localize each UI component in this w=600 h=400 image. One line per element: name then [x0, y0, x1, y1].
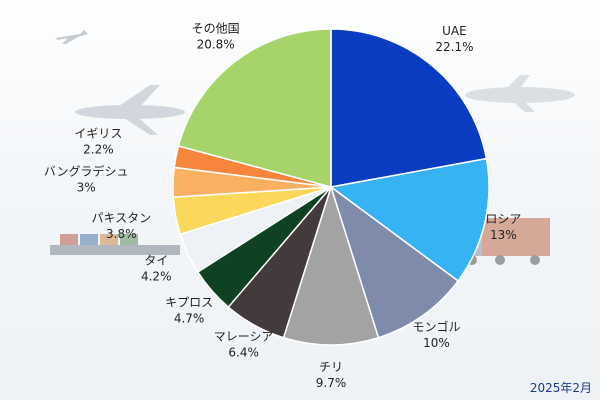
airplane-icon — [55, 30, 88, 44]
slice-label: ロシア 13% — [485, 212, 521, 242]
slice-label: その他国 20.8% — [192, 22, 240, 52]
pie-slice — [329, 185, 460, 339]
slice-label: UAE 22.1% — [435, 24, 473, 54]
slice-value-label: 20.8% — [197, 38, 235, 52]
slice-label: タイ 4.2% — [141, 253, 172, 283]
slice-value-label: 3.8% — [106, 227, 137, 241]
slice-category-label: ロシア — [485, 212, 521, 226]
pie-slices — [172, 28, 490, 346]
slice-category-label: イギリス — [74, 126, 122, 140]
slice-value-label: 3% — [77, 181, 96, 195]
airplane-icon — [465, 75, 575, 112]
slice-category-label: その他国 — [192, 22, 240, 36]
slice-category-label: バングラデシュ — [44, 164, 129, 179]
slice-category-label: マレーシア — [214, 330, 274, 344]
slice-category-label: タイ — [144, 253, 168, 267]
slice-category-label: チリ — [319, 360, 343, 374]
slice-value-label: 4.7% — [174, 311, 205, 325]
pie-slice — [330, 28, 488, 188]
slice-label: マレーシア 6.4% — [214, 330, 274, 360]
slice-category-label: キプロス — [165, 295, 213, 309]
slice-value-label: 22.1% — [435, 40, 473, 54]
slice-label: モンゴル 10% — [412, 319, 460, 350]
slice-value-label: 2.2% — [83, 142, 114, 156]
slice-label: キプロス 4.7% — [165, 295, 213, 325]
slice-label: バングラデシュ 3% — [44, 164, 129, 195]
slice-category-label: パキスタン — [91, 211, 151, 225]
slice-category-label: UAE — [442, 24, 467, 38]
slice-value-label: 4.2% — [141, 269, 172, 283]
slice-category-label: モンゴル — [412, 319, 460, 334]
airplane-icon — [75, 85, 185, 135]
slice-label: パキスタン 3.8% — [91, 211, 151, 241]
slice-value-label: 9.7% — [316, 376, 347, 390]
slice-value-label: 10% — [423, 336, 450, 350]
pie-slice — [282, 184, 380, 346]
pie-slice — [177, 28, 332, 188]
date-note: 2025年2月 — [529, 381, 592, 395]
pie-labels: UAE 22.1% ロシア 13% モンゴル 10% チリ 9.7% マレーシア 6.4% キプロス… — [44, 22, 521, 390]
slice-value-label: 13% — [490, 228, 517, 242]
pie-slice — [329, 157, 490, 283]
slice-label: イギリス 2.2% — [74, 126, 122, 156]
cargo-ship-icon — [50, 234, 180, 255]
slice-value-label: 6.4% — [228, 346, 259, 360]
slice-label: チリ 9.7% — [316, 360, 347, 390]
